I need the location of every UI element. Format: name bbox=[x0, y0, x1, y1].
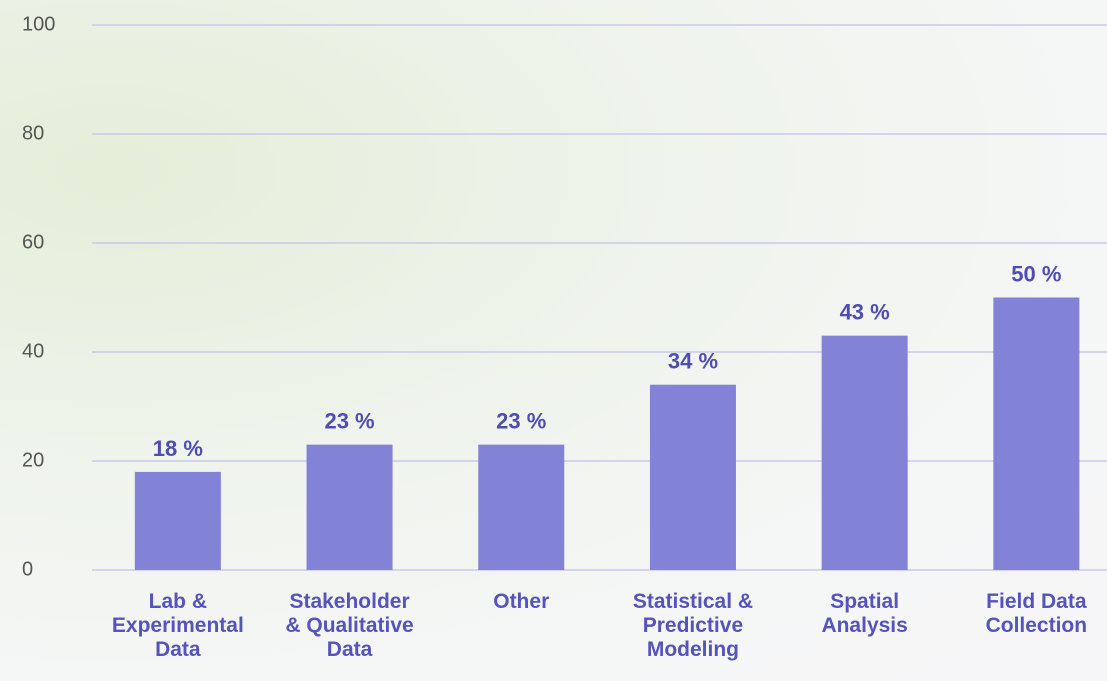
y-tick-label: 100 bbox=[22, 13, 55, 35]
value-label: 34 % bbox=[668, 349, 718, 374]
value-label: 18 % bbox=[153, 436, 203, 461]
y-tick-label: 80 bbox=[22, 122, 44, 144]
y-tick-label: 60 bbox=[22, 231, 44, 253]
x-tick-label: Other bbox=[493, 590, 550, 613]
bar bbox=[306, 444, 393, 570]
bar bbox=[478, 444, 565, 570]
y-tick-label: 40 bbox=[22, 340, 44, 362]
y-tick-label: 0 bbox=[22, 558, 33, 580]
value-label: 23 % bbox=[324, 409, 374, 434]
value-label: 50 % bbox=[1011, 262, 1061, 287]
bar bbox=[649, 384, 736, 570]
y-tick-label: 20 bbox=[22, 449, 44, 471]
x-tick-label: Lab & Experimental Data bbox=[111, 590, 244, 661]
value-label: 43 % bbox=[840, 300, 890, 325]
bar bbox=[821, 335, 908, 570]
x-tick-label: Field Data Collection bbox=[985, 590, 1088, 637]
bar bbox=[134, 471, 221, 570]
value-label: 23 % bbox=[496, 409, 546, 434]
bar bbox=[993, 297, 1080, 570]
x-tick-label: Stakeholder & Qualitative Data bbox=[285, 590, 414, 661]
x-tick-label: Spatial Analysis bbox=[821, 590, 908, 637]
x-tick-label: Statistical & Predictive Modeling bbox=[632, 590, 754, 661]
